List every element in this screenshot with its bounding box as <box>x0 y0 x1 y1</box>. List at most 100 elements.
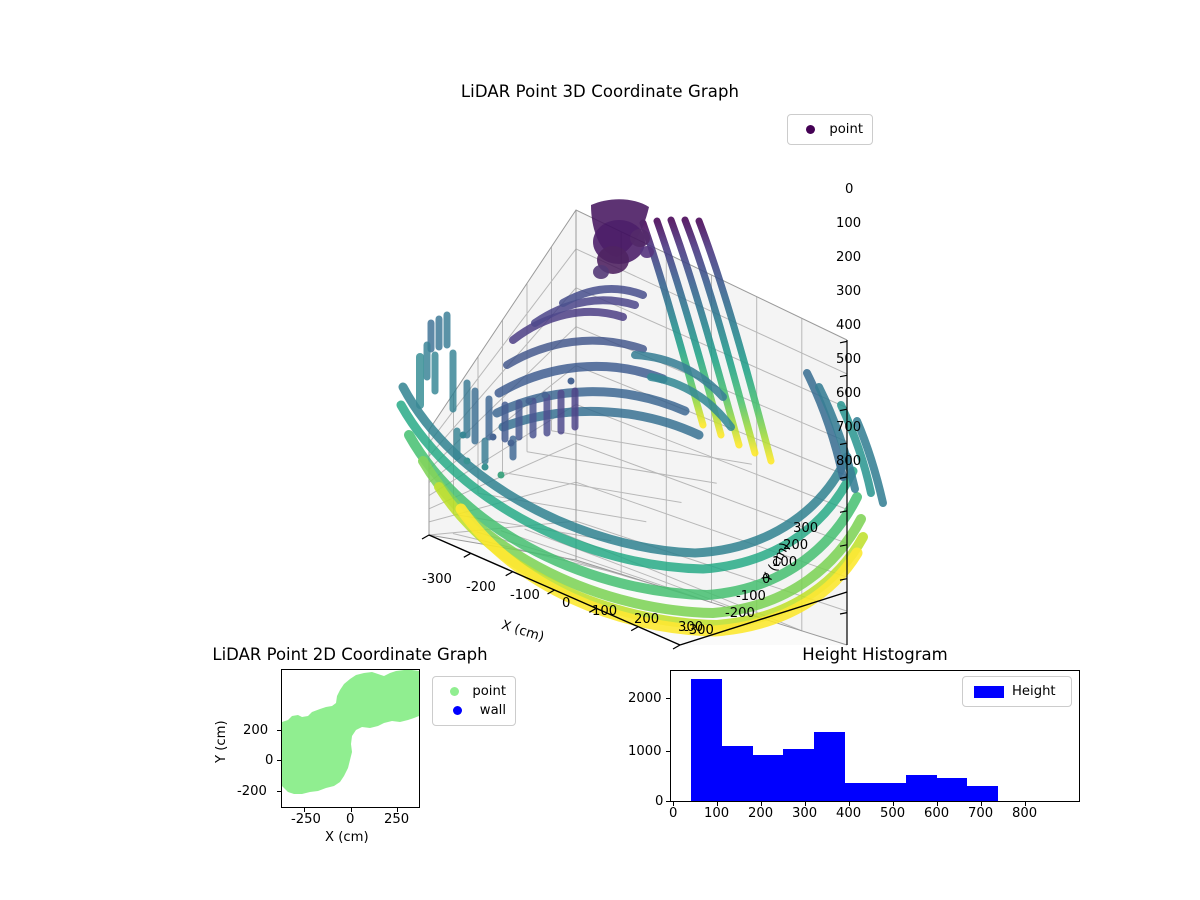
plot3d-title: LiDAR Point 3D Coordinate Graph <box>460 82 740 101</box>
plot2d-canvas <box>282 670 419 794</box>
histogram-ytickmark-1 <box>666 751 670 752</box>
histogram-xtick-2: 200 <box>748 806 774 821</box>
plot3d-ytick-3: 0 <box>762 572 771 587</box>
histogram-xtickmark-0 <box>673 802 674 806</box>
plot2d-xtick-2: 250 <box>384 812 410 827</box>
histogram-xtick-6: 600 <box>924 806 950 821</box>
plot2d-point-region <box>282 670 419 794</box>
plot3d-ztick-4: 400 <box>836 318 862 333</box>
plot2d-xtick-0: -250 <box>291 812 321 827</box>
histogram-ytickmark-2 <box>666 698 670 699</box>
histogram-xtick-8: 800 <box>1012 806 1038 821</box>
plot3d-ytick-5: -200 <box>725 606 755 621</box>
wall-marker-icon <box>442 706 474 715</box>
plot3d-ztick-5: 500 <box>836 352 862 367</box>
plot3d-ztick-7: 700 <box>836 420 862 435</box>
plot3d-xtick-5: 200 <box>634 612 660 627</box>
legend-label-point: point <box>829 122 863 137</box>
plot2d-ytick-2: -200 <box>237 784 267 799</box>
point-marker-icon <box>797 125 823 134</box>
histogram-bar <box>905 775 937 801</box>
plot3d-x-axis <box>421 534 681 650</box>
histogram-xtickmark-6 <box>937 802 938 806</box>
histogram-ytick-1: 1000 <box>628 744 662 759</box>
plot3d-ztick-0: 0 <box>845 182 854 197</box>
histogram-xtickmark-2 <box>761 802 762 806</box>
plot2d-ytickmark-2 <box>277 791 281 792</box>
histogram-bar <box>967 785 998 801</box>
plot3d-ztick-8: 800 <box>836 454 862 469</box>
plot2d-title: LiDAR Point 2D Coordinate Graph <box>212 645 488 664</box>
plot2d-ytickmark-1 <box>277 760 281 761</box>
histogram-ytick-0: 0 <box>655 794 664 809</box>
histogram-xtick-0: 0 <box>669 806 678 821</box>
legend-row-point-2d: point <box>442 682 506 701</box>
plot2d-point-cloud <box>282 670 419 794</box>
histogram-xtick-5: 500 <box>880 806 906 821</box>
histogram-xtickmark-5 <box>893 802 894 806</box>
histogram-xtickmark-8 <box>1025 802 1026 806</box>
plot3d-ztick-1: 100 <box>836 216 862 231</box>
plot3d-z-axis <box>839 340 848 645</box>
plot3d-ytick-1: 200 <box>783 538 809 553</box>
plot3d-xtick-3: 0 <box>562 596 571 611</box>
height-patch-icon <box>972 685 1006 698</box>
plot3d-y-axis <box>679 591 848 646</box>
plot3d-ytick-6: -300 <box>684 623 714 638</box>
point-marker-icon <box>442 687 466 696</box>
legend-row-wall: wall <box>442 701 506 720</box>
histogram-xtickmark-7 <box>981 802 982 806</box>
histogram-xtick-1: 100 <box>704 806 730 821</box>
plot3d-ytick-4: -100 <box>736 589 766 604</box>
histogram-xtickmark-1 <box>717 802 718 806</box>
histogram-bar <box>783 749 814 801</box>
histogram-title: Height Histogram <box>802 645 948 664</box>
legend-label-wall: wall <box>479 703 506 718</box>
histogram-bar <box>936 778 968 801</box>
legend-row-height: Height <box>972 682 1062 701</box>
plot2d-ylabel: Y (cm) <box>214 720 229 763</box>
plot3d-xtick-4: 100 <box>592 604 618 619</box>
plot2d-legend[interactable]: point wall <box>432 676 516 726</box>
plot3d-xtick-1: -200 <box>466 580 496 595</box>
plot2d-axes[interactable] <box>281 669 420 808</box>
plot2d-ytickmark-0 <box>277 730 281 731</box>
histogram-bar <box>875 783 906 801</box>
histogram-xtick-3: 300 <box>792 806 818 821</box>
plot2d-xtickmark-2 <box>397 808 398 812</box>
plot3d-xtick-2: -100 <box>510 588 540 603</box>
plot2d-xtickmark-1 <box>351 808 352 812</box>
legend-label-point-2d: point <box>472 684 506 699</box>
legend-label-height: Height <box>1012 684 1056 699</box>
plot3d-ztick-3: 300 <box>836 284 862 299</box>
plot3d-xtick-0: -300 <box>422 572 452 587</box>
plot3d-canvas <box>396 199 887 650</box>
plot2d-xlabel: X (cm) <box>325 830 369 845</box>
histogram-xtickmark-4 <box>849 802 850 806</box>
histogram-legend[interactable]: Height <box>962 676 1072 707</box>
histogram-bar <box>691 678 722 801</box>
plot2d-ytick-1: 0 <box>265 753 274 768</box>
plot3d-axes[interactable] <box>395 105 895 650</box>
plot3d-ytick-0: 300 <box>793 521 819 536</box>
histogram-bar <box>752 755 784 801</box>
plot3d-ztick-2: 200 <box>836 250 862 265</box>
histogram-xtickmark-3 <box>805 802 806 806</box>
histogram-ytickmark-0 <box>666 801 670 802</box>
plot3d-ytick-2: 100 <box>772 555 798 570</box>
histogram-xtick-7: 700 <box>968 806 994 821</box>
plot2d-xtickmark-0 <box>304 808 305 812</box>
histogram-bar <box>721 745 753 801</box>
histogram-ytick-2: 2000 <box>628 691 662 706</box>
legend-row-point: point <box>797 120 863 139</box>
histogram-bar <box>844 783 876 801</box>
plot3d-legend[interactable]: point <box>787 114 873 145</box>
plot3d-scatter-points <box>396 199 887 637</box>
histogram-xtick-4: 400 <box>836 806 862 821</box>
plot3d-xtick-6: 300 <box>678 620 704 635</box>
plot2d-ytick-0: 200 <box>243 723 269 738</box>
plot3d-ztick-6: 600 <box>836 386 862 401</box>
plot2d-xtick-1: 0 <box>346 812 355 827</box>
histogram-bar <box>813 732 845 801</box>
